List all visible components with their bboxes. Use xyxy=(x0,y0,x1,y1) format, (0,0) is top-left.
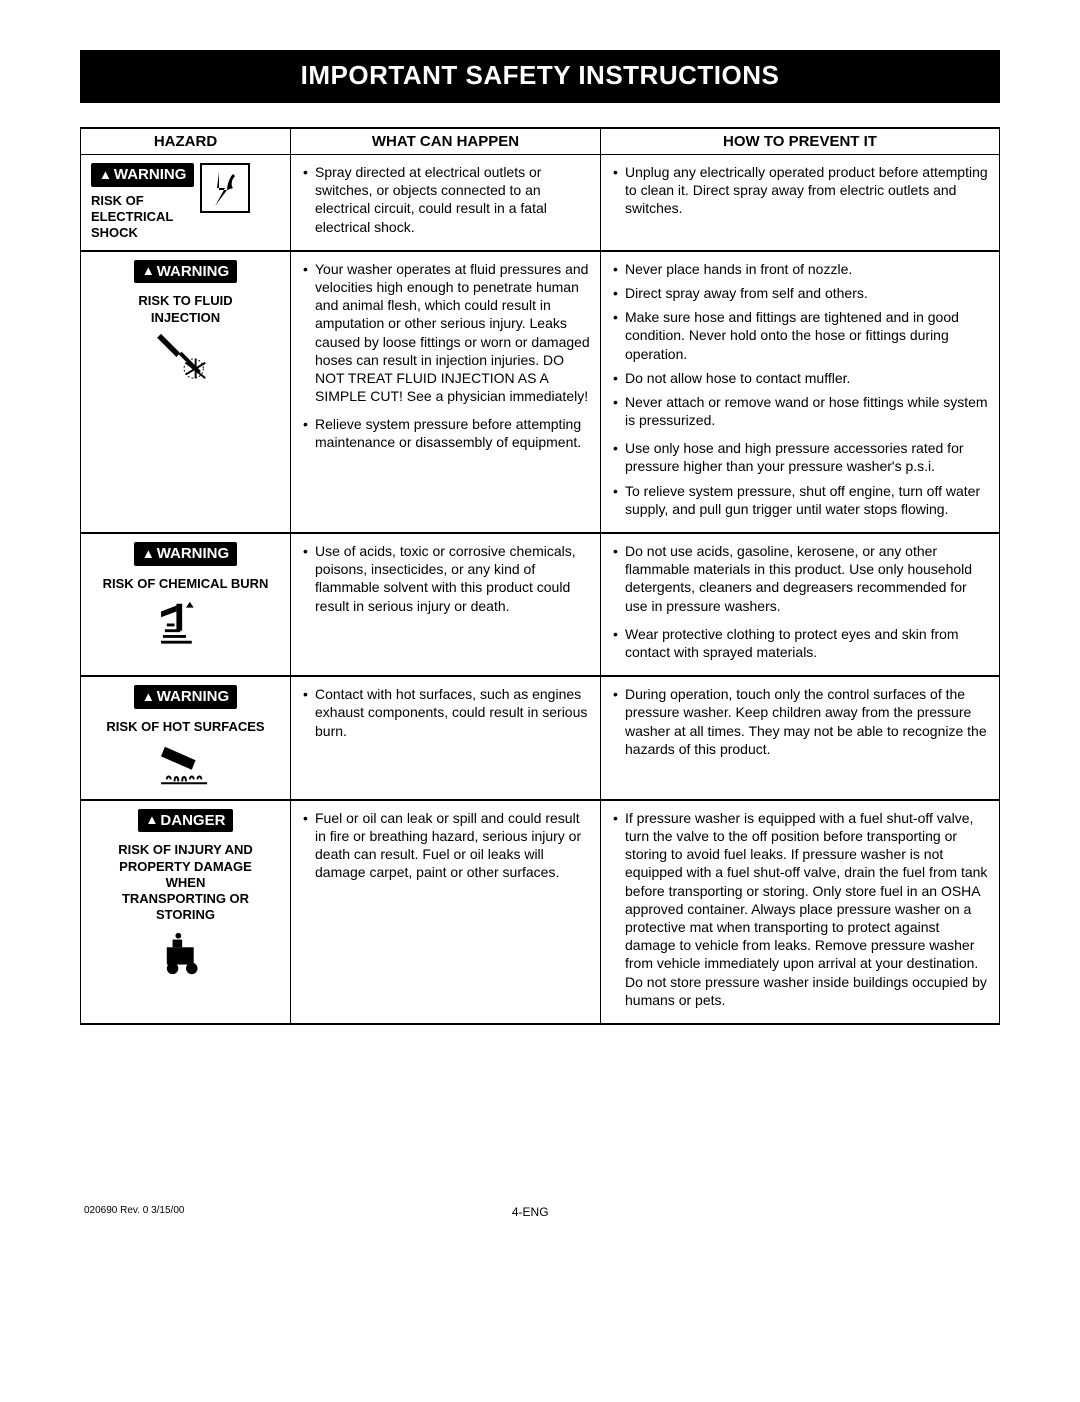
list-item: Unplug any electrically operated product… xyxy=(611,163,989,218)
header-how-to-prevent: HOW TO PREVENT IT xyxy=(601,128,1000,155)
list-item: Fuel or oil can leak or spill and could … xyxy=(301,809,590,882)
transport-storing-icon xyxy=(157,928,215,980)
hazard-cell: ▲WARNING RISK OF HOT SURFACES xyxy=(91,685,280,791)
hazard-cell: ▲DANGER RISK OF INJURY ANDPROPERTY DAMAG… xyxy=(91,809,280,980)
table-row: ▲WARNING RISK OFELECTRICALSHOCK Spray di… xyxy=(81,155,1000,251)
hazard-title: RISK TO FLUIDINJECTION xyxy=(138,293,232,326)
safety-table: HAZARD WHAT CAN HAPPEN HOW TO PREVENT IT… xyxy=(80,127,1000,1025)
list-item: Never attach or remove wand or hose fitt… xyxy=(611,393,989,429)
page-footer: 020690 Rev. 0 3/15/00 4-ENG xyxy=(80,1205,1000,1219)
how-to-prevent-list: During operation, touch only the control… xyxy=(611,685,989,758)
warning-triangle-icon: ▲ xyxy=(99,167,112,184)
list-item: Use only hose and high pressure accessor… xyxy=(611,439,989,475)
warning-badge: ▲WARNING xyxy=(134,542,237,566)
hot-surface-icon xyxy=(157,739,215,791)
hazard-title: RISK OF INJURY ANDPROPERTY DAMAGEWHENTRA… xyxy=(118,842,253,923)
warning-badge: ▲WARNING xyxy=(134,260,237,284)
hazard-cell: ▲WARNING RISK TO FLUIDINJECTION xyxy=(91,260,280,382)
what-can-happen-list: Spray directed at electrical outlets or … xyxy=(301,163,590,236)
what-can-happen-list: Use of acids, toxic or corrosive chemica… xyxy=(301,542,590,615)
header-what-can-happen: WHAT CAN HAPPEN xyxy=(291,128,601,155)
list-item: Wear protective clothing to protect eyes… xyxy=(611,625,989,661)
hazard-cell: ▲WARNING RISK OFELECTRICALSHOCK xyxy=(91,163,280,241)
how-to-prevent-list: Unplug any electrically operated product… xyxy=(611,163,989,218)
what-can-happen-list: Your washer operates at fluid pressures … xyxy=(301,260,590,452)
list-item: If pressure washer is equipped with a fu… xyxy=(611,809,989,1009)
list-item: Do not allow hose to contact muffler. xyxy=(611,369,989,387)
table-row: ▲WARNING RISK OF HOT SURFACES Contact wi… xyxy=(81,676,1000,800)
how-to-prevent-list: Never place hands in front of nozzle. Di… xyxy=(611,260,989,518)
list-item: Make sure hose and fittings are tightene… xyxy=(611,308,989,363)
hazard-cell: ▲WARNING RISK OF CHEMICAL BURN xyxy=(91,542,280,648)
list-item: Use of acids, toxic or corrosive chemica… xyxy=(301,542,590,615)
warning-badge: ▲WARNING xyxy=(134,685,237,709)
chemical-burn-icon xyxy=(157,596,215,648)
what-can-happen-list: Fuel or oil can leak or spill and could … xyxy=(301,809,590,882)
page-title-banner: IMPORTANT SAFETY INSTRUCTIONS xyxy=(80,50,1000,103)
list-item: To relieve system pressure, shut off eng… xyxy=(611,482,989,518)
hazard-title: RISK OFELECTRICALSHOCK xyxy=(91,193,173,242)
warning-triangle-icon: ▲ xyxy=(142,689,155,706)
warning-triangle-icon: ▲ xyxy=(142,546,155,563)
what-can-happen-list: Contact with hot surfaces, such as engin… xyxy=(301,685,590,740)
warning-badge: ▲WARNING xyxy=(91,163,194,187)
table-row: ▲DANGER RISK OF INJURY ANDPROPERTY DAMAG… xyxy=(81,800,1000,1024)
warning-triangle-icon: ▲ xyxy=(146,812,159,829)
warning-triangle-icon: ▲ xyxy=(142,263,155,280)
hazard-title: RISK OF HOT SURFACES xyxy=(106,719,264,735)
electrical-shock-icon xyxy=(200,163,250,213)
list-item: Do not use acids, gasoline, kerosene, or… xyxy=(611,542,989,615)
how-to-prevent-list: Do not use acids, gasoline, kerosene, or… xyxy=(611,542,989,661)
danger-badge: ▲DANGER xyxy=(138,809,234,833)
list-item: Never place hands in front of nozzle. xyxy=(611,260,989,278)
footer-page-number: 4-ENG xyxy=(512,1205,549,1219)
how-to-prevent-list: If pressure washer is equipped with a fu… xyxy=(611,809,989,1009)
footer-revision: 020690 Rev. 0 3/15/00 xyxy=(84,1205,184,1219)
fluid-injection-icon xyxy=(157,330,215,382)
list-item: Your washer operates at fluid pressures … xyxy=(301,260,590,406)
table-header-row: HAZARD WHAT CAN HAPPEN HOW TO PREVENT IT xyxy=(81,128,1000,155)
list-item: Relieve system pressure before attemptin… xyxy=(301,415,590,451)
table-row: ▲WARNING RISK OF CHEMICAL BURN Use of ac xyxy=(81,533,1000,676)
table-row: ▲WARNING RISK TO FLUIDINJECTION Your was xyxy=(81,251,1000,533)
list-item: Direct spray away from self and others. xyxy=(611,284,989,302)
header-hazard: HAZARD xyxy=(81,128,291,155)
list-item: Spray directed at electrical outlets or … xyxy=(301,163,590,236)
list-item: During operation, touch only the control… xyxy=(611,685,989,758)
hazard-title: RISK OF CHEMICAL BURN xyxy=(103,576,269,592)
list-item: Contact with hot surfaces, such as engin… xyxy=(301,685,590,740)
